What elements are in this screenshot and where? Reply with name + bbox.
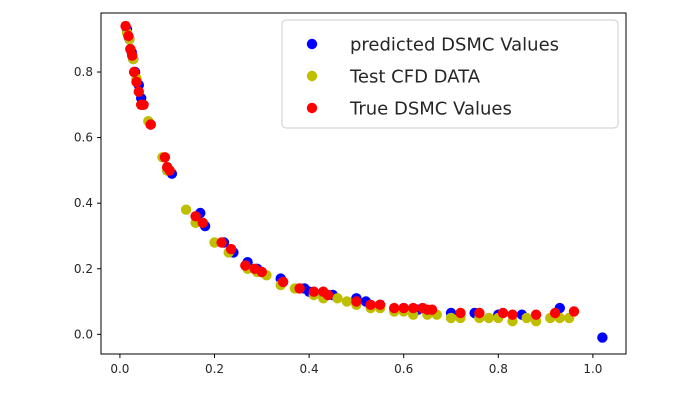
series-3-point bbox=[365, 299, 376, 310]
x-tick-label: 0.4 bbox=[300, 362, 319, 376]
legend: predicted DSMC Values Test CFD DATA True D… bbox=[281, 19, 619, 129]
series-3-point bbox=[455, 307, 466, 319]
y-tick-label: 0.0 bbox=[74, 327, 93, 341]
series-3-point bbox=[128, 66, 140, 78]
series-3-point bbox=[133, 86, 144, 97]
x-tick-label: 0.0 bbox=[110, 362, 129, 376]
legend-marker bbox=[306, 102, 318, 114]
series-3-point bbox=[164, 165, 175, 176]
series-3-point bbox=[294, 283, 305, 294]
legend-label: Test CFD DATA bbox=[349, 67, 481, 88]
legend-label: True DSMC Values bbox=[349, 99, 512, 120]
series-3-point bbox=[138, 99, 149, 111]
series-3-point bbox=[216, 237, 227, 248]
series-2-point bbox=[180, 204, 192, 215]
series-2-point bbox=[445, 312, 457, 324]
series-3-point bbox=[256, 266, 267, 278]
series-3-point bbox=[197, 217, 208, 228]
series-3-point bbox=[190, 211, 201, 222]
x-tick-label: 0.2 bbox=[205, 362, 224, 376]
y-tick-label: 0.6 bbox=[74, 131, 93, 145]
series-3-point bbox=[568, 306, 580, 317]
data-points-layer bbox=[120, 20, 608, 343]
series-3-point bbox=[127, 50, 138, 61]
series-3-point bbox=[225, 243, 237, 255]
series-2-point bbox=[332, 293, 343, 304]
y-tick-label: 0.2 bbox=[74, 262, 93, 276]
series-3-point bbox=[549, 307, 561, 319]
series-3-point bbox=[240, 260, 251, 271]
series-3-point bbox=[322, 289, 334, 301]
x-tick-label: 1.0 bbox=[583, 362, 602, 376]
series-3-point bbox=[277, 276, 289, 288]
series-3-point bbox=[408, 302, 419, 314]
y-tick-label: 0.8 bbox=[74, 65, 93, 79]
x-tick-label: 0.8 bbox=[489, 362, 508, 376]
series-3-point bbox=[497, 307, 509, 319]
series-3-point bbox=[159, 152, 171, 163]
legend-marker bbox=[306, 38, 318, 50]
series-2-point bbox=[341, 296, 353, 307]
series-3-point bbox=[398, 302, 409, 314]
series-3-point bbox=[389, 302, 400, 314]
series-2-point bbox=[521, 312, 532, 324]
series-3-point bbox=[426, 304, 438, 315]
y-tick-label: 0.4 bbox=[74, 196, 93, 210]
legend-box bbox=[281, 19, 619, 129]
series-3-point bbox=[120, 20, 131, 32]
series-3-point bbox=[123, 30, 134, 42]
series-3-point bbox=[308, 286, 319, 297]
series-3-point bbox=[131, 76, 142, 88]
series-3-point bbox=[474, 307, 485, 319]
series-3-point bbox=[145, 119, 156, 130]
legend-label: predicted DSMC Values bbox=[350, 35, 559, 56]
series-3-point bbox=[530, 309, 542, 320]
x-tick-label: 0.6 bbox=[394, 362, 413, 376]
legend-marker bbox=[306, 70, 318, 82]
series-3-point bbox=[351, 296, 362, 307]
y-axis: 0.0 0.2 0.4 0.6 0.8 bbox=[74, 65, 101, 341]
series-1-point bbox=[597, 332, 608, 343]
series-3-point bbox=[374, 299, 386, 310]
series-3-point bbox=[507, 309, 518, 320]
series-2-point bbox=[483, 312, 494, 324]
x-axis: 0.0 0.2 0.4 0.6 0.8 1.0 bbox=[110, 354, 602, 376]
plot-frame bbox=[100, 12, 627, 355]
